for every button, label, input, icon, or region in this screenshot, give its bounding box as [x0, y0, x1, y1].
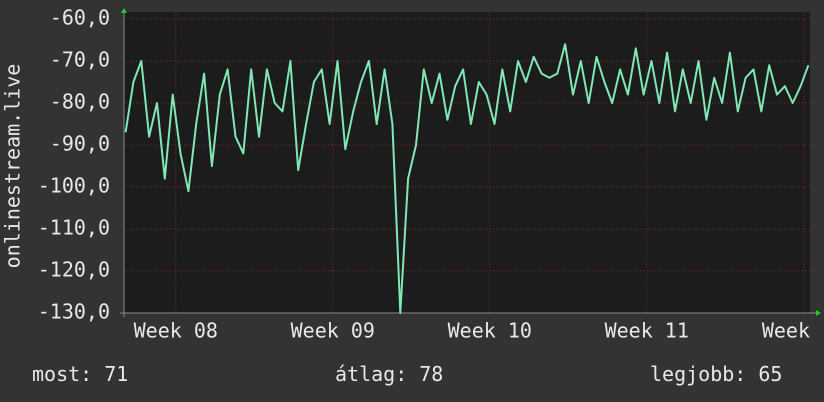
stat-value: 65 [758, 362, 782, 386]
plot-area [124, 12, 810, 313]
y-tick-label: -100,0 [38, 174, 110, 198]
stat-label: átlag: [335, 362, 407, 386]
y-tick-label: -60,0 [50, 6, 110, 30]
y-tick-label: -120,0 [38, 258, 110, 282]
y-axis-label: onlinestream.live [1, 64, 25, 269]
x-tick-label: Week 08 [134, 319, 218, 343]
y-tick-label: -80,0 [50, 90, 110, 114]
stat: legjobb: 65 [650, 362, 782, 386]
stat-label: most: [32, 362, 92, 386]
x-tick-label: Week [762, 319, 810, 343]
y-tick-label: -130,0 [38, 300, 110, 324]
stat-value: 78 [419, 362, 443, 386]
y-tick-label: -70,0 [50, 48, 110, 72]
stat-label: legjobb: [650, 362, 746, 386]
stat-value: 71 [104, 362, 128, 386]
y-tick-label: -110,0 [38, 216, 110, 240]
x-tick-label: Week 10 [448, 319, 532, 343]
x-tick-label: Week 11 [605, 319, 689, 343]
x-tick-label: Week 09 [291, 319, 375, 343]
stat: most: 71 [32, 362, 128, 386]
axis-arrow [121, 8, 127, 13]
y-tick-label: -90,0 [50, 132, 110, 156]
stat: átlag: 78 [335, 362, 443, 386]
data-line [124, 43, 810, 314]
axis-arrow [816, 310, 821, 316]
